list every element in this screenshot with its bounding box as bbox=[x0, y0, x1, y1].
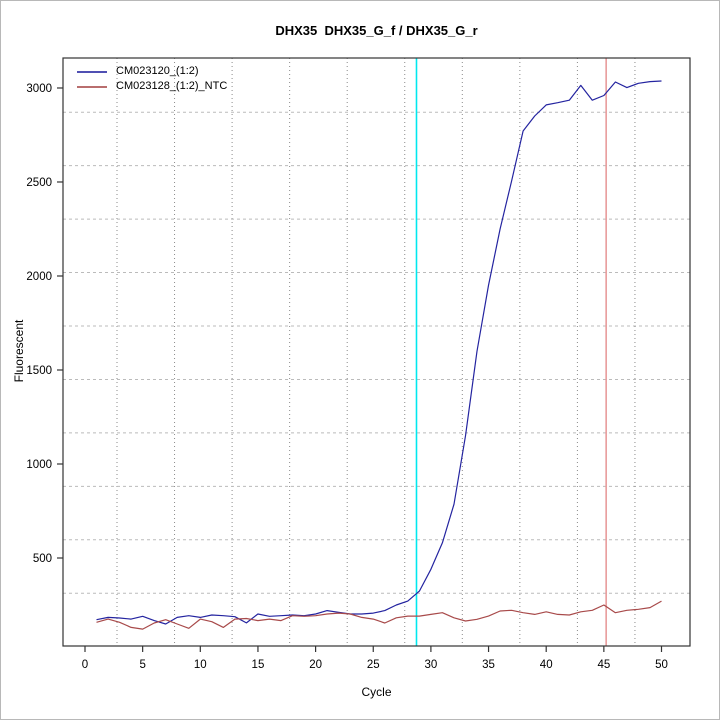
x-tick-label: 45 bbox=[597, 659, 610, 671]
y-tick-label: 1000 bbox=[26, 459, 52, 471]
x-tick-label: 35 bbox=[482, 659, 495, 671]
x-tick-label: 40 bbox=[540, 659, 553, 671]
x-tick-label: 25 bbox=[367, 659, 380, 671]
legend: CM023120_(1:2) CM023128_(1:2)_NTC bbox=[77, 64, 227, 94]
x-tick-label: 50 bbox=[655, 659, 668, 671]
series-line-ntc bbox=[96, 600, 662, 630]
x-tick-label: 30 bbox=[425, 659, 438, 671]
x-axis-label: Cycle bbox=[361, 685, 392, 699]
x-tick-label: 20 bbox=[309, 659, 322, 671]
legend-item-sample: CM023120_(1:2) bbox=[77, 64, 227, 79]
x-tick-label: 5 bbox=[139, 659, 145, 671]
legend-line-swatch-ntc bbox=[77, 85, 107, 88]
chart-title: DHX35 DHX35_G_f / DHX35_G_r bbox=[275, 23, 478, 38]
plot-border bbox=[62, 57, 691, 647]
series-line-sample bbox=[96, 80, 662, 625]
y-tick-label: 3000 bbox=[26, 83, 52, 95]
legend-item-ntc: CM023128_(1:2)_NTC bbox=[77, 79, 227, 94]
y-tick-label: 500 bbox=[33, 553, 52, 565]
y-tick-label: 2500 bbox=[26, 177, 52, 189]
legend-label-sample: CM023120_(1:2) bbox=[116, 65, 199, 77]
legend-line-swatch-sample bbox=[77, 70, 107, 73]
y-tick-label: 2000 bbox=[26, 271, 52, 283]
y-tick-label: 1500 bbox=[26, 365, 52, 377]
legend-label-ntc: CM023128_(1:2)_NTC bbox=[116, 80, 228, 92]
x-tick-label: 15 bbox=[252, 659, 265, 671]
x-tick-label: 10 bbox=[194, 659, 207, 671]
x-tick-label: 0 bbox=[82, 659, 88, 671]
